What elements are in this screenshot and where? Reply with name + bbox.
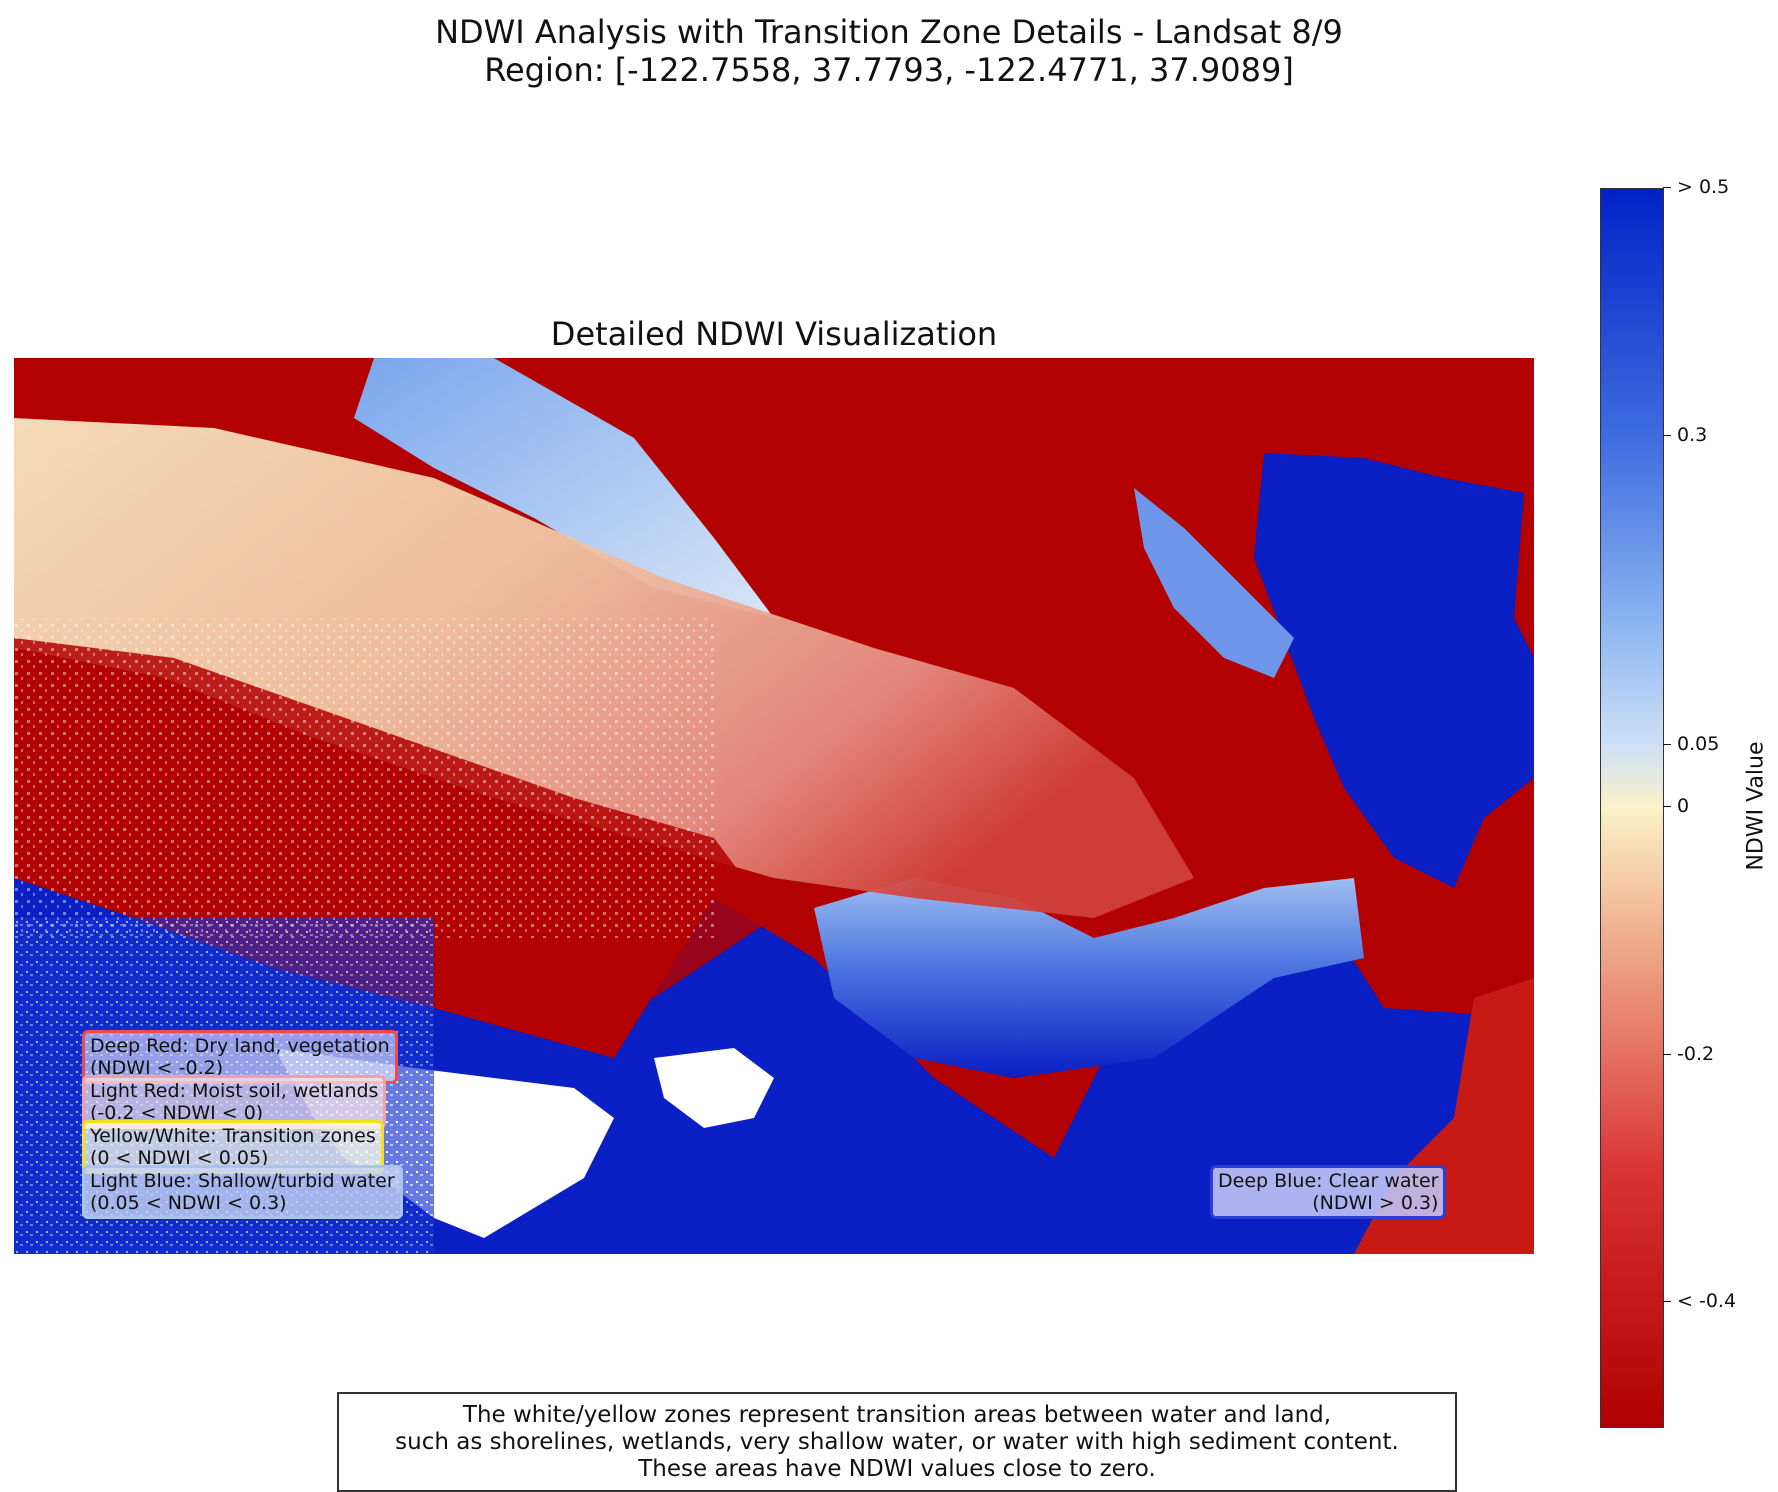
inland-speckle bbox=[14, 618, 714, 938]
bay-water-east bbox=[1254, 453, 1534, 888]
legend-transition-text: Yellow/White: Transition zones (0 < NDWI… bbox=[90, 1125, 376, 1169]
colorbar-tick-mark bbox=[1663, 187, 1671, 188]
turbid-water bbox=[814, 878, 1364, 1078]
caption-line-3: These areas have NDWI values close to ze… bbox=[638, 1456, 1156, 1482]
legend-deep-blue: Deep Blue: Clear water (NDWI > 0.3) bbox=[1210, 1165, 1447, 1219]
colorbar-tick-mark bbox=[1663, 806, 1671, 807]
legend-light-red-text: Light Red: Moist soil, wetlands (-0.2 < … bbox=[90, 1080, 379, 1124]
figure-title-line-1: NDWI Analysis with Transition Zone Detai… bbox=[435, 13, 1343, 51]
caption-line-2: such as shorelines, wetlands, very shall… bbox=[395, 1429, 1399, 1455]
colorbar bbox=[1600, 188, 1664, 1428]
colorbar-tick-label: -0.2 bbox=[1677, 1042, 1715, 1065]
legend-deep-blue-text: Deep Blue: Clear water (NDWI > 0.3) bbox=[1218, 1170, 1439, 1214]
northern-shore-water bbox=[354, 358, 774, 618]
colorbar-tick-mark bbox=[1663, 1053, 1671, 1055]
caption-line-1: The white/yellow zones represent transit… bbox=[462, 1402, 1332, 1428]
colorbar-tick-label: 0.3 bbox=[1677, 423, 1708, 446]
colorbar-tick-label: 0 bbox=[1677, 795, 1690, 817]
map-title: Detailed NDWI Visualization bbox=[550, 315, 998, 353]
figure-title-line-2: Region: [-122.7558, 37.7793, -122.4771, … bbox=[484, 51, 1294, 89]
colorbar-tick-mark bbox=[1663, 1301, 1671, 1303]
transition-white-zone-2 bbox=[654, 1048, 774, 1128]
bay-water-east-light bbox=[1134, 488, 1294, 678]
legend-light-blue: Light Blue: Shallow/turbid water (0.05 <… bbox=[82, 1165, 403, 1219]
legend-deep-red-text: Deep Red: Dry land, vegetation (NDWI < -… bbox=[90, 1035, 390, 1079]
legend-light-blue-text: Light Blue: Shallow/turbid water (0.05 <… bbox=[90, 1170, 395, 1214]
colorbar-tick-label: 0.05 bbox=[1677, 733, 1720, 756]
colorbar-tick-label: < -0.4 bbox=[1677, 1290, 1737, 1313]
colorbar-label: NDWI Value bbox=[1743, 741, 1769, 871]
colorbar-tick-mark bbox=[1663, 744, 1671, 746]
colorbar-tick-mark bbox=[1663, 434, 1671, 436]
colorbar-tick-label: > 0.5 bbox=[1677, 176, 1730, 198]
caption-box: The white/yellow zones represent transit… bbox=[337, 1392, 1457, 1492]
